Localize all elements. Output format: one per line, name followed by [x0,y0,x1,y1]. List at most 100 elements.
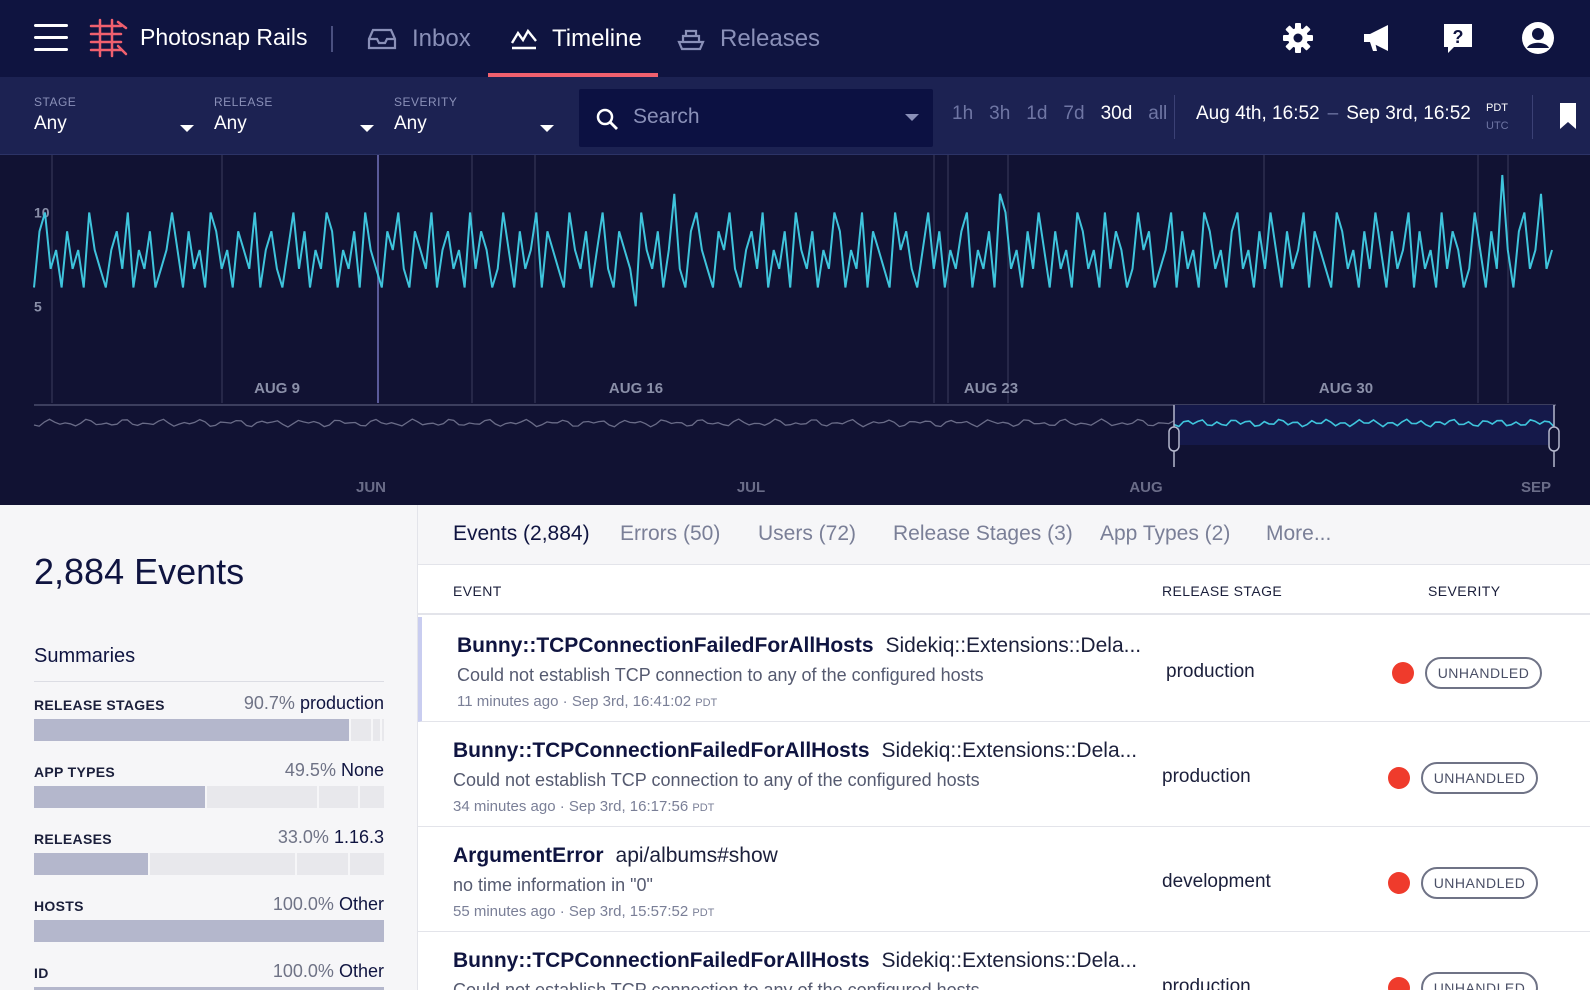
events-count: 2,884 Events [34,551,245,592]
chevron-down-icon[interactable] [905,114,919,121]
summary-label: RELEASES [34,831,112,847]
timezone: PDT [695,697,718,709]
events-tabs: Events (2,884) Errors (50) Users (72) Relea… [418,505,1590,565]
tab-0[interactable]: Events (2,884) [453,522,590,545]
summary-label: RELEASE STAGES [34,697,165,713]
nav-active-indicator [488,73,658,77]
date-range[interactable]: Aug 4th, 16:52– Sep 3rd, 16:52 [1196,103,1471,125]
overview-month-label: JUN [356,479,386,496]
table-row[interactable]: Bunny::TCPConnectionFailedForAllHosts Sid… [418,617,1590,722]
events-timeline-chart[interactable]: 10 5 AUG 9 AUG 16 AUG 23 AUG 30 JUN JUL AUG SEP [0,155,1590,505]
stage-filter[interactable]: STAGE Any [34,95,194,135]
range-all[interactable]: all [1148,103,1168,124]
table-row[interactable]: ArgumentError api/albums#show no time info… [418,827,1590,932]
severity-filter-value: Any [394,113,427,134]
summary-bar-segment [350,853,384,875]
release-stage: development [1162,871,1271,892]
user-icon[interactable] [1520,20,1556,56]
summary-row[interactable]: RELEASE STAGES 90.7% production [34,693,384,741]
inbox-icon [367,28,397,49]
summary-row[interactable]: HOSTS 100.0% Other [34,894,384,942]
tab-3[interactable]: Release Stages (3) [893,522,1073,545]
app-name[interactable]: Photosnap Rails [140,24,308,50]
summary-bar [34,987,384,990]
summary-bar-fill [34,786,205,808]
tab-1[interactable]: Errors (50) [620,522,721,545]
column-severity[interactable]: SEVERITY [1428,583,1501,599]
summary-bar-segment [360,786,384,808]
x-tick-label: AUG 30 [1319,380,1373,397]
error-message: no time information in "0" [453,875,653,895]
date-to: Sep 3rd, 16:52 [1346,103,1471,124]
range-1d[interactable]: 1d [1026,103,1048,124]
ship-icon [677,29,705,50]
overview-month-label: SEP [1521,479,1551,496]
tab-4[interactable]: App Types (2) [1100,522,1231,545]
nav-releases[interactable]: Releases [676,0,820,77]
summary-percent: 100.0% Other [273,894,384,915]
error-message: Could not establish TCP connection to an… [453,980,980,990]
timezone-toggle[interactable]: PDT UTC [1486,99,1509,135]
release-stage: production [1162,976,1251,990]
nav-inbox[interactable]: Inbox [366,0,471,77]
date-from: Aug 4th, 16:52 [1196,103,1320,124]
filter-bar: STAGE Any RELEASE Any SEVERITY Any Searc… [0,77,1590,155]
event-time: 55 minutes ago · Sep 3rd, 15:57:52 PDT [453,903,715,920]
brush-handle[interactable] [1548,426,1560,452]
summary-bar-segment [150,853,295,875]
tab-2[interactable]: Users (72) [758,522,857,545]
range-1h[interactable]: 1h [952,103,974,124]
nav-timeline-label: Timeline [552,24,642,52]
range-3h[interactable]: 3h [989,103,1011,124]
table-row[interactable]: Bunny::TCPConnectionFailedForAllHosts Sid… [418,722,1590,827]
brush-handle[interactable] [1168,426,1180,452]
release-stage: production [1166,661,1255,682]
megaphone-icon[interactable] [1360,20,1396,56]
divider [34,681,384,682]
event-title: Bunny::TCPConnectionFailedForAllHosts Sid… [453,739,1137,763]
nav-timeline[interactable]: Timeline [510,0,642,77]
summary-bar [34,920,384,942]
summary-pct-value: 100.0% [272,894,334,914]
bookmark-icon[interactable] [1558,103,1578,129]
svg-text:?: ? [1453,27,1464,47]
event-title: ArgumentError api/albums#show [453,844,778,868]
summary-bar-segment [373,719,380,741]
summary-percent: 33.0% 1.16.3 [278,827,384,848]
y-tick-label: 5 [34,298,42,314]
summary-top-value: 1.16.3 [333,827,384,847]
severity-filter-label: SEVERITY [394,95,458,109]
tab-5[interactable]: More... [1266,522,1332,545]
gear-icon[interactable] [1280,20,1316,56]
table-row[interactable]: Bunny::TCPConnectionFailedForAllHosts Sid… [418,932,1590,990]
column-release-stage[interactable]: RELEASE STAGE [1162,583,1283,599]
event-title: Bunny::TCPConnectionFailedForAllHosts Sid… [457,634,1141,658]
summary-label: ID [34,965,49,981]
overview-selection[interactable] [1174,405,1554,445]
summary-row[interactable]: ID 100.0% Other [34,961,384,990]
column-event[interactable]: EVENT [453,583,502,599]
summary-label: HOSTS [34,898,84,914]
summary-row[interactable]: APP TYPES 49.5% None [34,760,384,808]
summary-bar [34,786,384,808]
time-range-selector: 1h 3h 1d 7d 30d all [952,103,1183,125]
error-class: ArgumentError [453,844,604,867]
search-input[interactable]: Search [579,89,933,147]
summary-top-value: None [340,760,384,780]
severity-filter[interactable]: SEVERITY Any [394,95,554,135]
chevron-down-icon [540,125,554,132]
range-30d[interactable]: 30d [1100,103,1133,124]
help-icon[interactable]: ? [1440,20,1476,56]
error-class: Bunny::TCPConnectionFailedForAllHosts [453,739,870,762]
summary-bar-segment [382,719,384,741]
menu-icon[interactable] [34,24,68,52]
unhandled-badge: UNHANDLED [1421,762,1538,794]
range-7d[interactable]: 7d [1063,103,1085,124]
summary-row[interactable]: RELEASES 33.0% 1.16.3 [34,827,384,875]
summaries-heading: Summaries [34,645,136,667]
event-time: 34 minutes ago · Sep 3rd, 16:17:56 PDT [453,798,715,815]
severity-dot [1388,767,1410,789]
release-filter[interactable]: RELEASE Any [214,95,374,135]
release-filter-value: Any [214,113,247,134]
time-ago: 11 minutes ago [457,693,559,710]
